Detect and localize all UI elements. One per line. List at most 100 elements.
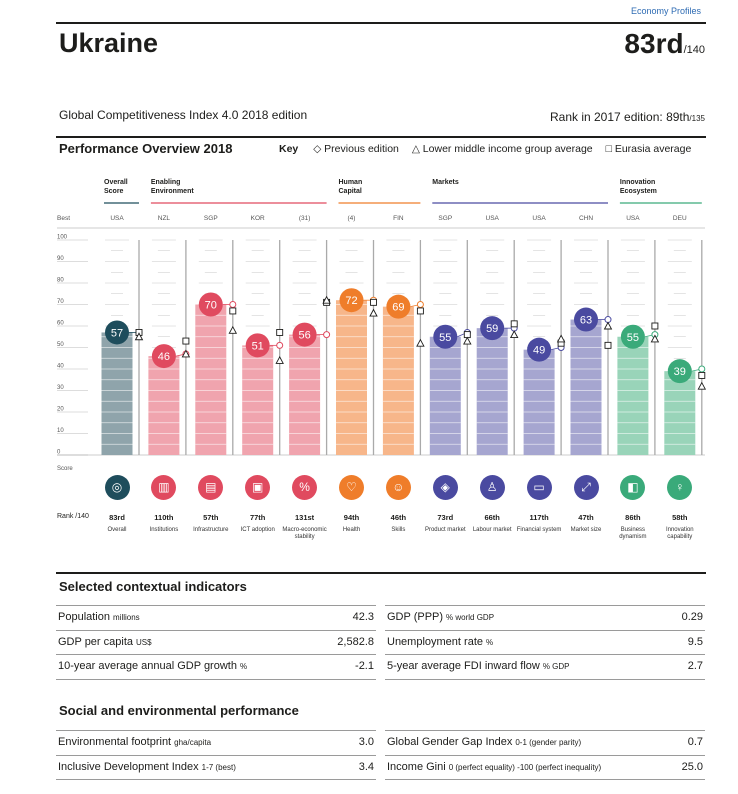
marker-previous-4: [323, 331, 331, 339]
score-circle-3: [245, 333, 270, 358]
best-country-2: SGP: [204, 215, 218, 222]
best-country-0: USA: [110, 215, 124, 222]
table-rule: [56, 754, 376, 756]
performance-chart: Overall Score Enabling Environment Human Capi…: [57, 179, 707, 472]
indicator-name: Income Gini: [387, 760, 446, 773]
ytick-80: 80: [57, 278, 64, 284]
indicator-label: Environmental footprint gha/capita: [58, 736, 211, 748]
marker-lower-3: [275, 355, 284, 364]
table-rule: [56, 678, 376, 680]
group-label2-0: Score: [104, 188, 124, 195]
indicator-unit: % GDP: [542, 662, 570, 671]
ytick-100: 100: [57, 235, 68, 241]
score-label-12: 39: [674, 366, 686, 378]
pillar-icon-7: ◈: [432, 475, 458, 500]
marker-lower-6: [416, 338, 425, 347]
bar-11: [617, 336, 649, 455]
indicator-unit: US$: [136, 637, 152, 647]
score-label-4: 56: [298, 330, 310, 342]
score-label-5: 72: [345, 295, 357, 307]
indicator-label: 10-year average annual GDP growth%: [58, 660, 247, 672]
score-circle-7: [433, 324, 458, 349]
ytick-20: 20: [57, 407, 64, 413]
pillar-icon-0: ◎: [104, 475, 130, 500]
bar-0: [101, 332, 133, 455]
rank-cell-4: 131st Macro-economic stability: [280, 513, 330, 541]
marker-lower-9: [556, 334, 566, 343]
pillar-name-9: Financial system: [516, 527, 562, 533]
marker-eurasia-2: [229, 307, 237, 315]
marker-eurasia-5: [370, 298, 377, 306]
pillar-name-7: Product market: [424, 527, 466, 533]
indicator-value: 3.0: [358, 736, 374, 748]
pillar-icon-11: ◧: [620, 475, 646, 500]
group-label2-1: Environment: [151, 188, 194, 195]
ytick-0: 0: [57, 450, 61, 456]
marker-eurasia-12: [698, 372, 706, 379]
marker-lower-10: [603, 321, 613, 330]
marker-lower-1: [181, 349, 191, 358]
score-label-8: 59: [486, 323, 498, 335]
marker-eurasia-3: [276, 329, 284, 336]
pillar-name-2: Infrastructure: [193, 527, 229, 533]
indicator-value: 0.29: [681, 611, 703, 623]
pillar-name-5: Health: [342, 527, 361, 533]
table-rule: [385, 654, 705, 655]
rank-cell-0: 83rd Overall: [92, 513, 142, 534]
rank-row: Rank /140 83rd Overall 110th Institutions 57…: [0, 513, 738, 563]
score-circle-11: [620, 324, 645, 349]
marker-lower-4: [322, 295, 331, 304]
rank-header: Rank /140: [57, 513, 89, 520]
group-label-0: Overall: [104, 179, 128, 186]
bar-1: [148, 356, 180, 455]
pillar-icon-1: ▥: [151, 475, 177, 500]
bar-3: [242, 345, 274, 455]
pillar-icon-5: ♡: [339, 475, 364, 500]
indicator-unit: % world GDP: [446, 613, 495, 622]
indicator-row: GDP (PPP)% world GDP 0.29: [385, 605, 705, 629]
indicator-unit: gha/capita: [174, 738, 212, 747]
pillar-rank-7: 73rd: [437, 513, 454, 522]
economy-profiles-link[interactable]: Economy Profiles: [630, 6, 701, 16]
bar-5: [336, 300, 367, 455]
indicator-row: Environmental footprint gha/capita 3.0: [56, 730, 376, 754]
best-country-7: SGP: [438, 215, 452, 222]
pillar-name-1: Institutions: [149, 527, 179, 533]
rank-cell-5: 94th Health: [327, 513, 377, 534]
rank-value: 83rd: [624, 28, 684, 59]
indicator-unit: 0-1 (gender parity): [515, 738, 582, 747]
pillar-name-12: Innovation capability: [665, 527, 694, 540]
indicator-label: GDP per capita US$: [58, 636, 152, 648]
pillar-rank-10: 47th: [578, 513, 594, 522]
gci-edition: Global Competitiveness Index 4.0 2018 ed…: [59, 108, 308, 122]
marker-lower-2: [228, 325, 238, 334]
indicator-unit: %: [486, 637, 494, 647]
indicator-name: GDP per capita: [58, 635, 134, 648]
indicator-label: Unemployment rate%: [387, 636, 493, 648]
contextual-rule: [56, 572, 706, 574]
indicator-row: GDP per capita US$ 2,582.8: [56, 630, 376, 654]
previous-rank-label: Rank in 2017 edition: 89th: [549, 110, 690, 124]
score-label-9: 49: [533, 345, 545, 357]
indicator-value: 2.7: [687, 660, 703, 672]
rank-cell-7: 73rd Product market: [420, 513, 470, 534]
score-circle-0: [105, 320, 129, 345]
marker-previous-3: [276, 341, 284, 349]
indicator-row: Income Gini 0 (perfect equality) -100 (pe…: [385, 755, 705, 779]
rank-cell-11: 86th Business dynamism: [608, 513, 658, 541]
legend-previous: ◇ Previous edition: [313, 143, 399, 155]
pillar-rank-12: 58th: [672, 513, 688, 522]
pillar-icon-4: %: [292, 475, 318, 500]
contextual-title: Selected contextual indicators: [59, 579, 247, 594]
rank-cell-1: 110th Institutions: [139, 513, 189, 534]
marker-previous-2: [229, 301, 237, 308]
table-rule: [56, 654, 376, 655]
rank-cell-3: 77th ICT adoption: [233, 513, 283, 534]
bar-8: [476, 328, 508, 455]
indicator-label: Inclusive Development Index 1-7 (best): [58, 761, 236, 773]
indicator-value: 3.4: [358, 760, 374, 773]
indicator-name: Population: [58, 611, 110, 623]
best-country-5: (4): [348, 215, 356, 222]
pillar-icon-10: ⤢: [573, 475, 599, 500]
pillar-icon-3: ▣: [245, 475, 271, 500]
